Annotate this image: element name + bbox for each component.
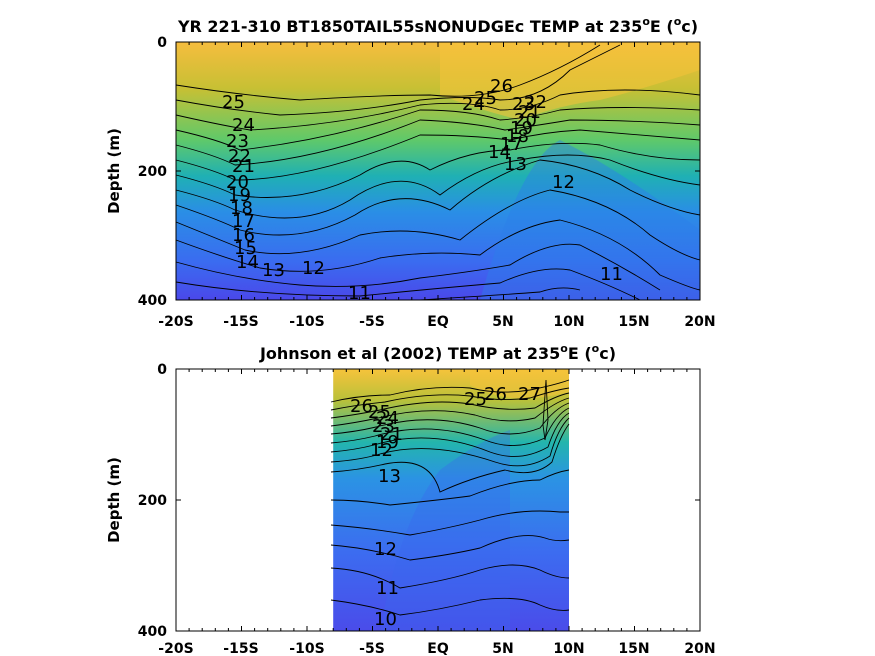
contour-label: 11 (600, 264, 623, 285)
y-tick-label: 400 (138, 293, 167, 309)
contour-label: 11 (376, 578, 399, 599)
contour-label: 13 (378, 466, 401, 487)
contour-label: 20 (514, 110, 537, 131)
contour-label: 22 (524, 92, 547, 113)
contour-label: 26 (490, 76, 513, 97)
contour-label: 12 (374, 539, 397, 560)
contour-label: 17 (232, 211, 255, 232)
x-tick-label: EQ (427, 314, 449, 330)
contour-label: 19 (228, 185, 251, 206)
contour-label: 26 (350, 396, 373, 417)
contour-label: 24 (376, 408, 399, 429)
contour-label: 19 (510, 118, 533, 139)
top-cool-dome (480, 140, 700, 300)
contour-label: 21 (232, 156, 255, 177)
contour-label: 24 (232, 115, 255, 136)
x-tick-label: -10S (289, 314, 324, 330)
x-tick-label: 15N (618, 641, 649, 656)
contour-label: 25 (368, 402, 391, 423)
x-tick-label: -5S (359, 314, 385, 330)
x-tick-label: -15S (223, 641, 258, 656)
top-contours (175, 44, 701, 301)
contour-label: 11 (348, 283, 371, 304)
contour-label: 12 (370, 440, 393, 461)
bottom-contour-labels: 26 25 24 23 21 19 12 13 12 11 10 25 26 2… (350, 384, 541, 630)
bottom-y-axis-title: Depth (m) (105, 457, 123, 543)
bottom-contours (330, 379, 570, 616)
contour-label: 14 (488, 142, 511, 163)
x-tick-label: 10N (553, 641, 584, 656)
x-tick-label: 15N (618, 314, 649, 330)
x-tick-label: -15S (223, 314, 258, 330)
contour-label: 26 (484, 384, 507, 405)
top-y-axis-labels: 0 200 400 (138, 35, 167, 309)
y-tick-label: 400 (138, 624, 167, 640)
bottom-warm-east (470, 369, 569, 399)
x-tick-label: 5N (492, 314, 513, 330)
contour-label: 25 (464, 389, 487, 410)
contour-label: 23 (372, 416, 395, 437)
contour-label: 25 (222, 92, 245, 113)
contour-label: 23 (226, 131, 249, 152)
bottom-y-tick-marks (176, 368, 700, 632)
contour-label: 18 (230, 198, 253, 219)
panel-bottom: 26 25 24 23 21 19 12 13 12 11 10 25 26 2… (105, 342, 716, 656)
x-tick-label: 20N (684, 641, 715, 656)
contour-label: 13 (504, 154, 527, 175)
contour-label: 19 (376, 432, 399, 453)
contour-label: 12 (552, 172, 575, 193)
x-tick-label: -20S (158, 641, 193, 656)
contour-label: 22 (228, 146, 251, 167)
contour-label: 12 (302, 258, 325, 279)
contour-label: 17 (500, 134, 523, 155)
contour-label: 21 (380, 424, 403, 445)
contour-label: 16 (232, 225, 255, 246)
contour-label: 23 (512, 94, 535, 115)
top-warm-pool-east (440, 42, 700, 120)
x-tick-label: 10N (553, 314, 584, 330)
contour-label: 18 (506, 126, 529, 147)
contour-label: 10 (374, 609, 397, 630)
bottom-chart-title: Johnson et al (2002) TEMP at 235oE (oc) (259, 342, 616, 363)
contour-label: 21 (518, 102, 541, 123)
top-x-ticks-marks (175, 42, 701, 300)
top-contour-labels: 25 24 23 22 21 20 19 18 17 16 15 14 13 1… (222, 76, 623, 304)
contour-label: 27 (518, 384, 541, 405)
top-chart-title: YR 221-310 BT1850TAIL55sNONUDGEc TEMP at… (177, 15, 698, 36)
x-tick-label: -10S (289, 641, 324, 656)
contour-label: 15 (234, 238, 257, 259)
contour-label: 24 (462, 94, 485, 115)
bottom-y-axis-labels: 0 200 400 (138, 362, 167, 640)
x-tick-label: 20N (684, 314, 715, 330)
top-y-tick-marks (176, 41, 700, 301)
y-tick-label: 0 (157, 35, 167, 51)
bottom-data-region (333, 369, 569, 631)
contour-label: 13 (262, 260, 285, 281)
x-tick-label: EQ (427, 641, 449, 656)
contour-label: 25 (474, 88, 497, 109)
contour-label: 20 (226, 172, 249, 193)
y-tick-label: 0 (157, 362, 167, 378)
contour-label: 14 (236, 252, 259, 273)
y-tick-label: 200 (138, 164, 167, 180)
x-tick-label: 5N (492, 641, 513, 656)
bottom-x-axis-labels: -20S -15S -10S -5S EQ 5N 10N 15N 20N (158, 641, 715, 656)
y-tick-label: 200 (138, 493, 167, 509)
bottom-x-ticks-marks (175, 369, 701, 631)
panel-top: 25 24 23 22 21 20 19 18 17 16 15 14 13 1… (105, 15, 716, 330)
top-y-axis-title: Depth (m) (105, 128, 123, 214)
bottom-cool-trough (380, 430, 510, 631)
top-x-axis-labels: -20S -15S -10S -5S EQ 5N 10N 15N 20N (158, 314, 715, 330)
x-tick-label: -20S (158, 314, 193, 330)
x-tick-label: -5S (359, 641, 385, 656)
